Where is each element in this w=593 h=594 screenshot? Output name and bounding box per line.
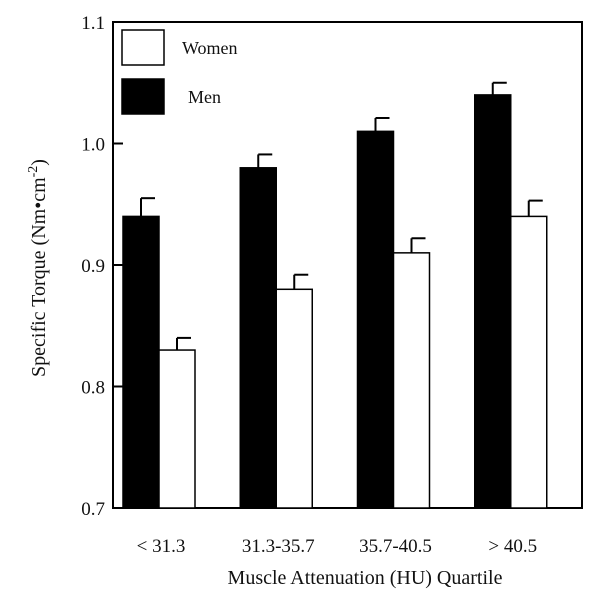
bar-women bbox=[392, 252, 431, 509]
x-tick-label: > 40.5 bbox=[488, 536, 537, 557]
legend-swatch-men bbox=[121, 78, 165, 115]
y-tick-label: 0.8 bbox=[81, 378, 105, 399]
legend-label-men: Men bbox=[188, 87, 221, 107]
bar-women bbox=[510, 215, 548, 509]
y-axis-title: Specific Torque (Nm•cm-2) bbox=[26, 159, 50, 377]
bar-women bbox=[275, 288, 313, 509]
legend-label-women: Women bbox=[182, 38, 238, 58]
y-tick-label: 0.7 bbox=[81, 499, 105, 520]
legend: Women Men bbox=[121, 29, 238, 115]
x-axis-ticks: < 31.3 31.3-35.7 35.7-40.5 > 40.5 bbox=[137, 536, 537, 557]
x-tick-label: 31.3-35.7 bbox=[242, 536, 315, 557]
bar-men bbox=[122, 215, 160, 509]
x-axis-title: Muscle Attenuation (HU) Quartile bbox=[228, 567, 503, 589]
bar-men bbox=[356, 130, 395, 509]
y-axis-title-main: Specific Torque (Nm•cm bbox=[28, 177, 50, 377]
bar-men bbox=[239, 167, 277, 509]
y-axis-title-suffix: ) bbox=[28, 159, 50, 166]
legend-swatch-women bbox=[121, 29, 165, 66]
bars bbox=[122, 81, 548, 509]
y-axis-ticks: 0.7 0.8 0.9 1.0 1.1 bbox=[81, 13, 123, 520]
bar-women bbox=[158, 349, 196, 509]
bar-men bbox=[474, 94, 512, 509]
y-tick-label: 0.9 bbox=[81, 256, 105, 277]
x-tick-label: < 31.3 bbox=[137, 536, 186, 557]
y-axis-title-superscript: -2 bbox=[26, 166, 41, 178]
y-tick-label: 1.1 bbox=[81, 13, 105, 34]
y-tick-label: 1.0 bbox=[81, 135, 105, 156]
x-tick-label: 35.7-40.5 bbox=[359, 536, 432, 557]
